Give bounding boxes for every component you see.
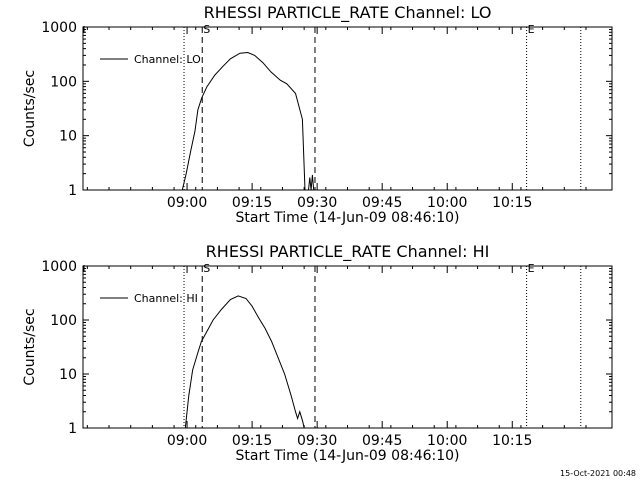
panel-2-x-tick-label: 10:00 bbox=[427, 433, 467, 449]
panel-1-y-tick-label: 1 bbox=[68, 183, 77, 199]
panel-1-x-tick-label: 09:45 bbox=[362, 195, 402, 211]
panel-1-y-tick-label: 100 bbox=[50, 74, 77, 90]
panel-1-legend-label: Channel: LO bbox=[134, 53, 201, 66]
panel-1-y-axis-label: Counts/sec bbox=[22, 70, 38, 147]
panel-2-x-tick-label: 09:00 bbox=[167, 433, 207, 449]
panel-2-series-line bbox=[184, 295, 305, 429]
panel-1-marker-label: S bbox=[203, 23, 210, 36]
panel-1-x-tick-label: 09:30 bbox=[297, 195, 337, 211]
panel-2-legend-label: Channel: HI bbox=[134, 292, 198, 305]
panel-2-plot-frame bbox=[82, 265, 613, 429]
panel-2-y-tick-label: 100 bbox=[50, 313, 77, 329]
panel-1-series-line bbox=[181, 51, 306, 191]
panel-2-x-tick-label: 09:30 bbox=[297, 433, 337, 449]
panel-2-y-tick-label: 1 bbox=[68, 421, 77, 437]
panel-2-title: RHESSI PARTICLE_RATE Channel: HI bbox=[206, 242, 490, 262]
panel-1-plot-frame bbox=[82, 26, 613, 191]
panel-1-x-tick-label: 09:15 bbox=[232, 195, 272, 211]
panel-2-x-tick-label: 10:15 bbox=[492, 433, 532, 449]
panel-1-marker-label: E bbox=[528, 23, 535, 36]
panel-1-x-tick-label: 10:00 bbox=[427, 195, 467, 211]
panel-2-y-tick-label: 10 bbox=[59, 367, 77, 383]
panel-1-x-tick-label: 09:00 bbox=[167, 195, 207, 211]
panel-1-x-tick-label: 10:15 bbox=[492, 195, 532, 211]
panel-1-x-axis-label: Start Time (14-Jun-09 08:46:10) bbox=[236, 210, 460, 226]
panel-2-x-tick-label: 09:15 bbox=[232, 433, 272, 449]
panel-1-series-burst bbox=[308, 174, 315, 191]
panel-2-y-tick-label: 1000 bbox=[41, 259, 77, 275]
panel-2-x-tick-label: 09:45 bbox=[362, 433, 402, 449]
panel-1-y-tick-label: 1000 bbox=[41, 20, 77, 36]
panel-1-title: RHESSI PARTICLE_RATE Channel: LO bbox=[204, 3, 492, 23]
panel-2-y-axis-label: Counts/sec bbox=[22, 308, 38, 385]
footer-timestamp: 15-Oct-2021 00:48 bbox=[560, 469, 636, 478]
panel-1-y-tick-label: 10 bbox=[59, 129, 77, 145]
panel-2-x-axis-label: Start Time (14-Jun-09 08:46:10) bbox=[236, 448, 460, 464]
panel-2-marker-label: S bbox=[203, 262, 210, 275]
panel-2-marker-label: E bbox=[528, 262, 535, 275]
